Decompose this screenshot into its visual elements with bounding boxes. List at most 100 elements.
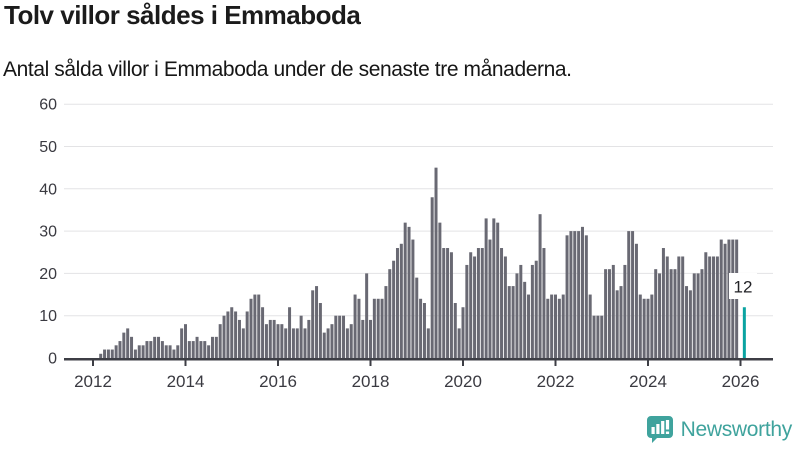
bar bbox=[226, 311, 230, 358]
bar bbox=[422, 303, 426, 358]
bar bbox=[642, 298, 646, 358]
y-axis-tick-label: 0 bbox=[48, 351, 57, 368]
bar bbox=[272, 319, 276, 358]
bar bbox=[153, 336, 157, 358]
bar bbox=[627, 231, 631, 358]
x-axis-tick-label: 2016 bbox=[259, 372, 297, 391]
bar bbox=[527, 294, 531, 358]
bar bbox=[261, 307, 265, 358]
bar bbox=[530, 264, 534, 358]
bar bbox=[330, 324, 334, 358]
bar bbox=[338, 315, 342, 358]
bar bbox=[469, 252, 473, 358]
bar bbox=[207, 345, 211, 358]
bar-chart: 0 10 20 30 40 50 60 2012 2014 2016 2018 2020 2022 202… bbox=[39, 97, 773, 391]
bar bbox=[334, 315, 338, 358]
bar bbox=[245, 311, 249, 358]
x-axis-tick-label: 2022 bbox=[537, 372, 575, 391]
bar bbox=[222, 315, 226, 358]
y-axis-tick-label: 10 bbox=[39, 308, 57, 325]
bar bbox=[615, 290, 619, 358]
bar bbox=[538, 214, 542, 358]
bar bbox=[203, 341, 207, 358]
bar bbox=[519, 264, 523, 358]
chart-subtitle: Antal sålda villor i Emmaboda under de s… bbox=[3, 58, 572, 81]
bar bbox=[210, 336, 214, 358]
bar bbox=[264, 324, 268, 358]
bar bbox=[318, 303, 322, 358]
bar bbox=[268, 319, 272, 358]
bar bbox=[715, 256, 719, 358]
bar bbox=[214, 336, 218, 358]
bar bbox=[550, 294, 554, 358]
bar bbox=[473, 256, 477, 358]
bar bbox=[584, 235, 588, 358]
bar bbox=[650, 294, 654, 358]
bar bbox=[284, 328, 288, 358]
bar bbox=[623, 264, 627, 358]
bar bbox=[619, 286, 623, 358]
bar bbox=[288, 307, 292, 358]
bar bbox=[419, 298, 423, 358]
bar bbox=[299, 315, 303, 358]
bar bbox=[534, 260, 538, 358]
bar bbox=[681, 256, 685, 358]
bar bbox=[488, 239, 492, 358]
bar bbox=[241, 328, 245, 358]
bar bbox=[415, 277, 419, 358]
bar bbox=[164, 345, 168, 358]
bar bbox=[453, 303, 457, 358]
bar bbox=[110, 349, 114, 358]
y-axis-tick-label: 60 bbox=[39, 97, 57, 114]
bar bbox=[503, 256, 507, 358]
bar bbox=[122, 332, 126, 358]
bar bbox=[430, 197, 434, 358]
bar bbox=[727, 239, 731, 358]
bar bbox=[449, 252, 453, 358]
bar bbox=[376, 298, 380, 358]
bar bbox=[141, 345, 145, 358]
bar bbox=[172, 349, 176, 358]
bar bbox=[237, 319, 241, 358]
bar bbox=[372, 298, 376, 358]
bar bbox=[658, 273, 662, 358]
bar bbox=[480, 248, 484, 358]
bar bbox=[561, 294, 565, 358]
bar bbox=[257, 294, 261, 358]
bar bbox=[130, 336, 134, 358]
bar bbox=[565, 235, 569, 358]
bar bbox=[665, 256, 669, 358]
bar bbox=[326, 328, 330, 358]
bar bbox=[457, 328, 461, 358]
bar bbox=[704, 252, 708, 358]
bar bbox=[688, 290, 692, 358]
bar bbox=[596, 315, 600, 358]
highlight-bar bbox=[742, 307, 746, 358]
bar bbox=[442, 248, 446, 358]
bar bbox=[611, 264, 615, 358]
y-axis-tick-label: 20 bbox=[39, 266, 57, 283]
bar bbox=[160, 341, 164, 358]
x-axis-tick-label: 2020 bbox=[444, 372, 482, 391]
highlight-value-label: 12 bbox=[734, 278, 753, 297]
bar bbox=[276, 324, 280, 358]
bar bbox=[407, 226, 411, 358]
bar bbox=[249, 298, 253, 358]
bar bbox=[654, 269, 658, 358]
bar bbox=[388, 269, 392, 358]
bar bbox=[607, 269, 611, 358]
bar bbox=[149, 341, 153, 358]
bar bbox=[476, 248, 480, 358]
newsworthy-logo[interactable]: Newsworthy bbox=[646, 415, 792, 444]
bar bbox=[600, 315, 604, 358]
bar bbox=[465, 264, 469, 358]
bar bbox=[253, 294, 257, 358]
bar bbox=[218, 324, 222, 358]
bar bbox=[384, 286, 388, 358]
bar bbox=[133, 349, 137, 358]
y-axis-tick-label: 40 bbox=[39, 181, 57, 198]
bar bbox=[99, 353, 103, 358]
y-axis-tick-label: 30 bbox=[39, 224, 57, 241]
bar bbox=[546, 298, 550, 358]
bar bbox=[399, 243, 403, 358]
